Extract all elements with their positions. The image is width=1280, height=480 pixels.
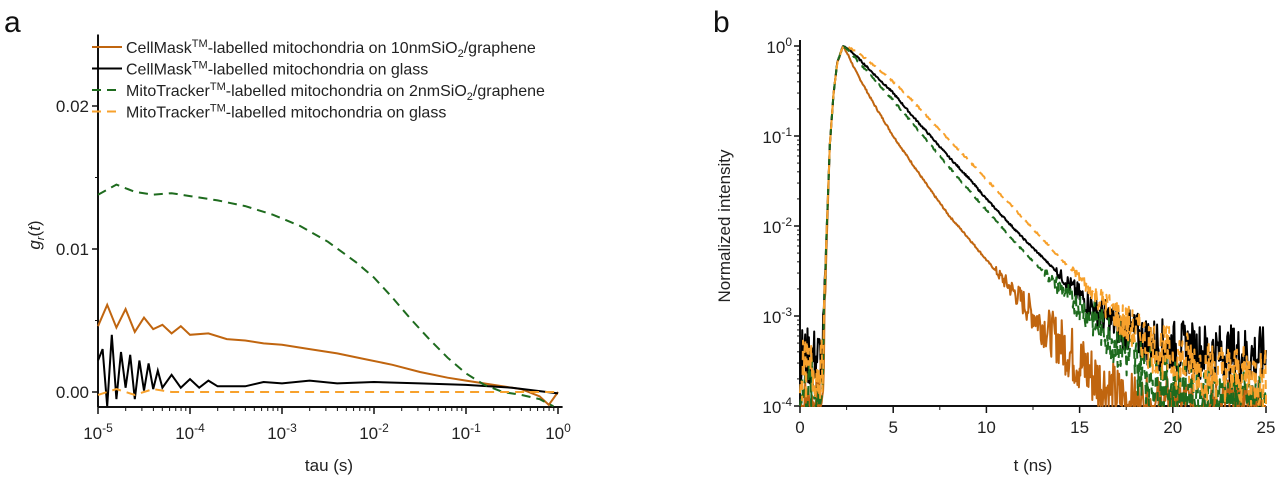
legend-label-1: CellMaskTM​-labelled mitochondria on 10n… (126, 38, 536, 60)
tick-base: 10 (359, 424, 378, 443)
tick-exponent: 0 (564, 421, 571, 435)
series-line-2 (97, 334, 559, 407)
x-tick-label: 15 (1070, 418, 1089, 437)
chart-a: 0.000.010.0210-510-410-310-210-1100gr​(t… (25, 34, 571, 443)
tick-base: 10 (83, 424, 102, 443)
text-segment: MitoTracker (126, 83, 211, 100)
text-segment: -labelled mitochondria on 2nmSiO (226, 83, 467, 100)
panel-label-a: a (4, 6, 21, 39)
tick-exponent: 0 (785, 35, 792, 49)
text-segment: /graphene (464, 40, 536, 57)
x-tick-label: 5 (888, 418, 897, 437)
y-tick-label: 0.02 (56, 97, 89, 116)
tick-exponent: -3 (286, 421, 297, 435)
tick-exponent: -2 (781, 215, 792, 229)
x-tick-label: 100 (545, 421, 571, 443)
text-segment: ) (25, 220, 44, 226)
text-segment: t (25, 225, 44, 231)
text-segment: /graphene (473, 83, 545, 100)
tick-base: 10 (762, 308, 781, 327)
x-tick-label: 0 (795, 418, 804, 437)
text-segment: TM (192, 38, 208, 50)
tick-base: 10 (175, 424, 194, 443)
tick-exponent: -4 (781, 395, 792, 409)
text-segment: TM (210, 81, 226, 93)
text-segment: TM (210, 103, 226, 115)
x-tick-label: 10-5 (83, 421, 113, 443)
x-axis-label-a: tau (s) (305, 456, 353, 475)
y-tick-label: 0.00 (56, 383, 89, 402)
text-segment: MitoTracker (126, 105, 211, 122)
text-segment: 2 (458, 48, 464, 60)
y-axis-label-b: Normalized intensity (715, 149, 734, 303)
x-tick-label: 10 (977, 418, 996, 437)
tick-exponent: -1 (781, 125, 792, 139)
text-segment: -labelled mitochondria on 10nmSiO (208, 40, 458, 57)
text-segment: 2 (467, 91, 473, 103)
text-segment: CellMask (126, 40, 193, 57)
tick-base: 10 (762, 128, 781, 147)
tick-base: 10 (267, 424, 286, 443)
text-segment: ( (25, 230, 44, 236)
text-segment: TM (192, 60, 208, 72)
tick-base: 10 (451, 424, 470, 443)
legend-label-2: CellMaskTM​-labelled mitochondria on gla… (126, 60, 428, 79)
y-tick-label: 10-1 (762, 125, 792, 147)
tick-exponent: -4 (194, 421, 205, 435)
x-axis-label-b: t (ns) (1014, 456, 1053, 475)
series-line-3 (799, 45, 1267, 407)
text-segment: -labelled mitochondria on glass (208, 62, 429, 79)
x-tick-label: 10-3 (267, 421, 297, 443)
x-tick-label: 10-1 (451, 421, 481, 443)
tick-exponent: -2 (378, 421, 389, 435)
tick-exponent: -1 (470, 421, 481, 435)
series-line-1 (97, 302, 559, 407)
y-tick-label: 100 (766, 35, 792, 57)
x-tick-label: 20 (1163, 418, 1182, 437)
text-segment: r (35, 235, 47, 240)
tick-exponent: -3 (781, 305, 792, 319)
series-line-2 (799, 45, 1267, 389)
text-segment: -labelled mitochondria on glass (226, 105, 447, 122)
text-segment: g (25, 240, 44, 250)
legend-label-4: MitoTrackerTM​-labelled mitochondria on … (126, 103, 446, 122)
x-tick-label: 10-4 (175, 421, 205, 443)
tick-exponent: -5 (102, 421, 113, 435)
panel-label-b: b (713, 6, 730, 39)
x-tick-label: 10-2 (359, 421, 389, 443)
tick-base: 10 (762, 398, 781, 417)
y-tick-label: 0.01 (56, 240, 89, 259)
series-line-3 (97, 183, 554, 408)
y-tick-label: 10-4 (762, 395, 792, 417)
y-axis-label: gr​(t) (25, 220, 47, 249)
text-segment: CellMask (126, 62, 193, 79)
series-line-4 (97, 388, 558, 396)
tick-base: 10 (766, 38, 785, 57)
y-tick-label: 10-2 (762, 215, 792, 237)
x-tick-label: 25 (1257, 418, 1276, 437)
tick-base: 10 (545, 424, 564, 443)
series-line-4 (799, 45, 1267, 407)
tick-base: 10 (762, 218, 781, 237)
legend-label-3: MitoTrackerTM​-labelled mitochondria on … (126, 81, 545, 103)
y-tick-label: 10-3 (762, 305, 792, 327)
